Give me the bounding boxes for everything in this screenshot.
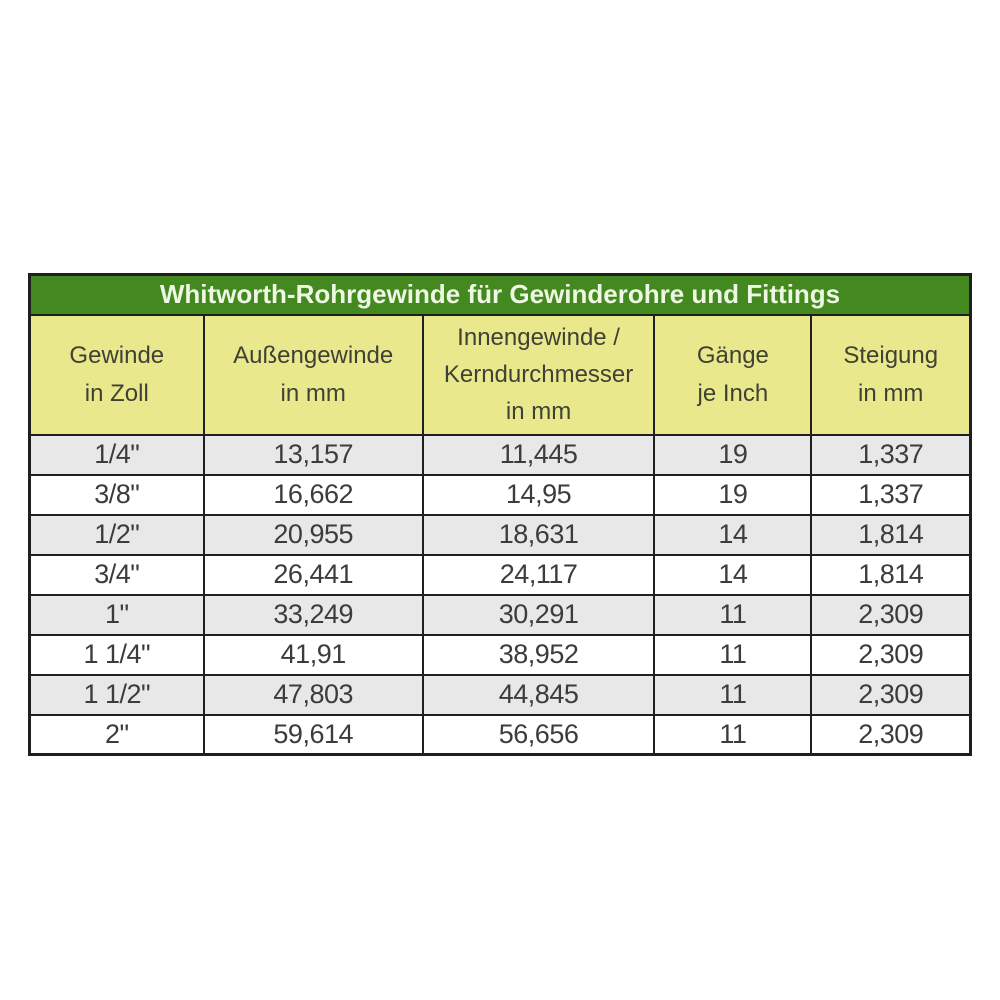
column-header-3: Gänge je Inch [653,313,813,436]
column-header-2: Innengewinde / Kerndurchmesser in mm [421,313,656,436]
whitworth-thread-table: Whitworth-Rohrgewinde für Gewinderohre u… [28,273,972,756]
table-title-row: Whitworth-Rohrgewinde für Gewinderohre u… [28,273,972,316]
table-cell: 1 1/4" [28,633,205,676]
table-cell: 1" [28,593,205,636]
table-row: 1 1/2" 47,803 44,845 11 2,309 [28,673,972,716]
table-cell: 1/4" [28,433,205,476]
table-cell: 14 [653,513,813,556]
table-cell: 14 [653,553,813,596]
table-cell: 1,337 [810,433,972,476]
table-cell: 14,95 [421,473,656,516]
table-cell: 30,291 [421,593,656,636]
table-cell: 2,309 [810,593,972,636]
table-cell: 13,157 [202,433,424,476]
table-cell: 11 [653,673,813,716]
table-cell: 19 [653,433,813,476]
table-cell: 11,445 [421,433,656,476]
table-cell: 20,955 [202,513,424,556]
table-header-row: Gewinde in Zoll Außengewinde in mm Innenge… [28,313,972,436]
table-title: Whitworth-Rohrgewinde für Gewinderohre u… [28,273,972,316]
table-cell: 16,662 [202,473,424,516]
table-cell: 33,249 [202,593,424,636]
table-cell: 44,845 [421,673,656,716]
table-cell: 19 [653,473,813,516]
table-cell: 3/8" [28,473,205,516]
table-cell: 18,631 [421,513,656,556]
column-header-4: Steigung in mm [810,313,972,436]
table-cell: 2,309 [810,713,972,756]
table-row: 1/4" 13,157 11,445 19 1,337 [28,433,972,476]
table-cell: 47,803 [202,673,424,716]
table-cell: 24,117 [421,553,656,596]
table-row: 3/8" 16,662 14,95 19 1,337 [28,473,972,516]
table-cell: 41,91 [202,633,424,676]
table-cell: 1,814 [810,553,972,596]
whitworth-thread-table-container: Whitworth-Rohrgewinde für Gewinderohre u… [28,273,972,756]
table-cell: 1,814 [810,513,972,556]
table-row: 2" 59,614 56,656 11 2,309 [28,713,972,756]
column-header-1: Außengewinde in mm [202,313,424,436]
table-cell: 3/4" [28,553,205,596]
table-cell: 1/2" [28,513,205,556]
table-row: 1 1/4" 41,91 38,952 11 2,309 [28,633,972,676]
table-row: 1" 33,249 30,291 11 2,309 [28,593,972,636]
table-row: 3/4" 26,441 24,117 14 1,814 [28,553,972,596]
table-cell: 2" [28,713,205,756]
table-cell: 11 [653,593,813,636]
table-cell: 11 [653,633,813,676]
table-cell: 26,441 [202,553,424,596]
table-cell: 2,309 [810,673,972,716]
column-header-0: Gewinde in Zoll [28,313,205,436]
table-cell: 11 [653,713,813,756]
table-cell: 1 1/2" [28,673,205,716]
table-cell: 56,656 [421,713,656,756]
table-cell: 38,952 [421,633,656,676]
table-cell: 1,337 [810,473,972,516]
table-cell: 59,614 [202,713,424,756]
table-row: 1/2" 20,955 18,631 14 1,814 [28,513,972,556]
table-cell: 2,309 [810,633,972,676]
